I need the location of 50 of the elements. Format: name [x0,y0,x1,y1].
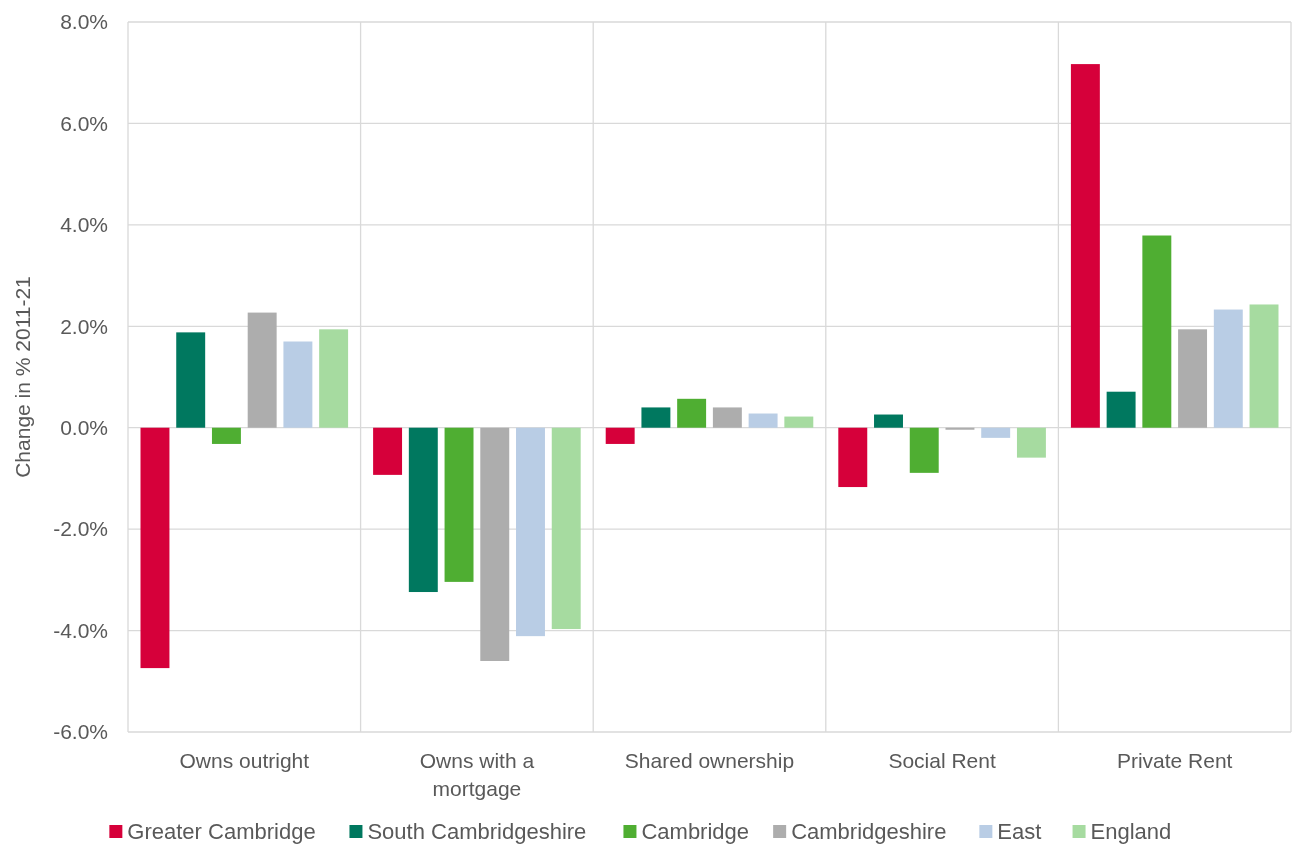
legend-label: East [997,819,1042,844]
bar [605,427,635,444]
bar [748,413,778,428]
bar [444,427,474,582]
x-tick-label: Private Rent [1116,749,1233,772]
legend-label: South Cambridgeshire [367,819,587,844]
y-tick-label: -4.0% [53,618,108,642]
bar [1106,391,1136,428]
bar [480,427,510,661]
y-tick-label: 8.0% [60,10,108,34]
legend-label: Greater Cambridge [127,819,316,844]
bar [1070,64,1100,428]
x-tick-label: Owns with a mortgage [419,749,535,800]
y-tick-label: 2.0% [60,314,108,338]
bar [319,329,349,428]
bar [677,398,707,428]
x-tick-label: Social Rent [888,749,996,772]
bar [838,427,868,488]
bar [551,427,581,630]
y-axis-title: Change in % 2011-21 [11,276,34,478]
bar [373,427,403,475]
bar [1016,427,1046,458]
bar [283,341,313,428]
bar [1249,304,1279,428]
legend-label: England [1090,819,1172,844]
bar [247,312,277,428]
bar [516,427,545,637]
y-tick-label: 4.0% [60,213,108,237]
bar [176,332,206,428]
bar [1142,235,1172,428]
bar [408,427,438,593]
y-tick-label: 6.0% [60,111,108,135]
y-tick-label: 0.0% [60,416,108,440]
bar [641,407,671,428]
bar [945,427,975,430]
bar [784,416,814,428]
x-tick-label: Owns outright [179,749,310,772]
bar [1213,309,1243,428]
legend-label: Cambridge [641,819,750,844]
bar [712,407,742,428]
y-tick-label: -6.0% [53,720,108,744]
bar [1178,329,1208,428]
bar [211,427,241,444]
legend-label: Cambridgeshire [791,819,947,844]
y-tick-label: -2.0% [53,517,108,541]
bar [981,427,1011,438]
x-tick-label: Shared ownership [624,749,795,772]
bar [874,414,903,428]
bar [140,427,170,669]
bar [909,427,939,473]
